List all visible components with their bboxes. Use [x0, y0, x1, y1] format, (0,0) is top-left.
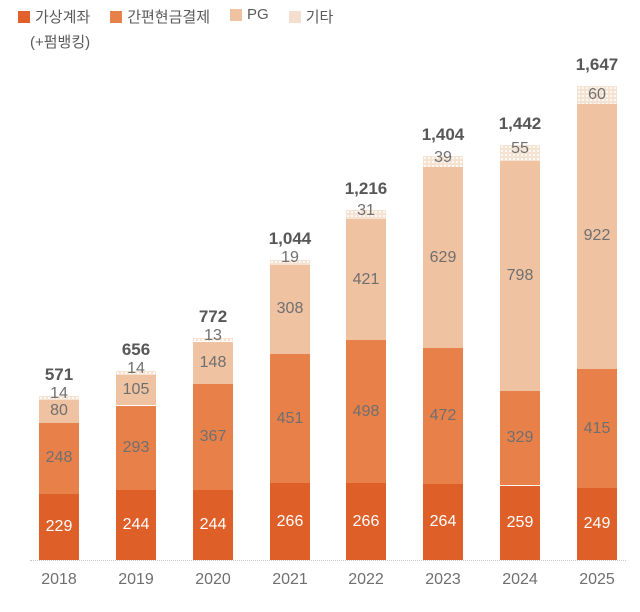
bar-segment-2024-series3 — [500, 145, 540, 162]
x-axis-label: 2025 — [579, 571, 615, 588]
segment-value-label: 922 — [583, 227, 611, 245]
bar-segment-2019-series1 — [116, 405, 156, 490]
bar-segment-2019-series2 — [116, 375, 156, 406]
bar-segment-2021-series2 — [270, 265, 310, 354]
segment-value-label: 244 — [122, 515, 150, 533]
segment-value-label: 13 — [204, 326, 222, 344]
bar-segment-2018-series2 — [39, 399, 79, 423]
bar-total-label: 1,216 — [344, 179, 388, 198]
segment-value-label: 259 — [506, 513, 534, 531]
bar-segment-2022-series1 — [346, 340, 386, 484]
legend-swatch-etc — [288, 10, 301, 23]
bar-total-label: 656 — [121, 340, 151, 360]
bar-segment-2020-series2 — [193, 341, 233, 385]
segment-value-label: 629 — [429, 248, 457, 266]
bar-segment-2021-series1 — [270, 353, 310, 484]
segment-value-label: 249 — [583, 515, 611, 533]
legend-sublabel-firm-banking: (+펌뱅킹) — [30, 34, 91, 51]
bar-segment-2024-series1 — [500, 390, 540, 486]
segment-value-label: 31 — [357, 201, 375, 219]
segment-value-label: 14 — [127, 360, 145, 378]
segment-value-label: 266 — [352, 512, 380, 530]
legend-label-easy-cash-payment: 간편현금결제 — [127, 9, 211, 26]
bar-segment-2018-series0 — [39, 494, 79, 560]
segment-value-label: 229 — [45, 518, 73, 535]
segment-value-label: 80 — [50, 402, 68, 420]
bar-segment-2020-series1 — [193, 384, 233, 490]
legend-swatch-virtual-account — [18, 10, 30, 23]
legend-swatch-easy-cash-payment — [110, 10, 123, 23]
bar-total-label: 772 — [198, 306, 228, 326]
segment-value-label: 367 — [199, 428, 227, 445]
legend-swatch-pg — [230, 8, 243, 21]
bar-segment-2024-series2 — [500, 161, 540, 391]
legend-label-etc: 기타 — [305, 9, 334, 26]
segment-value-label: 293 — [122, 438, 150, 456]
segment-value-label: 248 — [45, 449, 73, 467]
bar-segment-2023-series2 — [423, 167, 463, 349]
segment-value-label: 14 — [50, 384, 68, 402]
x-axis-label: 2020 — [195, 571, 231, 588]
legend-item-virtual-account: 가상계좌 — [18, 6, 90, 27]
legend-item-pg: PG — [230, 6, 269, 23]
bar-segment-2021-series3 — [270, 259, 310, 265]
bar-segment-2025-series2 — [577, 103, 617, 369]
segment-value-label: 55 — [511, 140, 529, 158]
bar-segment-2024-series0 — [500, 485, 540, 560]
bar-segment-2023-series3 — [423, 155, 463, 168]
segment-value-label: 421 — [352, 270, 380, 288]
segment-value-label: 60 — [588, 85, 606, 103]
bar-segment-2025-series1 — [577, 368, 617, 489]
bar-segment-2023-series0 — [423, 484, 463, 560]
bar-segment-2022-series0 — [346, 483, 386, 560]
segment-value-label: 451 — [276, 409, 304, 427]
bar-total-label: 571 — [44, 364, 74, 384]
x-axis-label: 2024 — [502, 571, 538, 588]
bar-total-label: 1,442 — [498, 114, 542, 134]
legend-label-virtual-account: 가상계좌 — [35, 9, 91, 26]
segment-value-label: 308 — [276, 300, 304, 318]
segment-value-label: 498 — [352, 402, 380, 420]
bar-total-label: 1,647 — [575, 55, 619, 75]
segment-value-label: 415 — [583, 419, 611, 437]
segment-value-label: 19 — [281, 249, 299, 267]
bar-total-label: 1,044 — [268, 228, 312, 248]
bar-segment-2020-series0 — [193, 489, 233, 560]
x-axis-baseline — [30, 560, 626, 561]
bar-segment-2020-series3 — [193, 337, 233, 342]
x-axis-label: 2022 — [348, 571, 384, 588]
bar-segment-2023-series1 — [423, 348, 463, 484]
bar-segment-2021-series0 — [270, 483, 310, 560]
segment-value-label: 266 — [276, 512, 304, 530]
x-axis-label: 2021 — [272, 571, 308, 588]
chart-legend: 가상계좌 간편현금결제 PG 기타 — [18, 6, 333, 27]
segment-value-label: 472 — [429, 407, 457, 425]
bar-segment-2019-series0 — [116, 489, 156, 560]
x-axis-label: 2018 — [41, 571, 77, 588]
bar-segment-2022-series2 — [346, 219, 386, 341]
segment-value-label: 329 — [506, 429, 534, 447]
bar-segment-2018-series1 — [39, 422, 79, 495]
legend-item-easy-cash-payment: 간편현금결제 — [110, 6, 210, 27]
segment-value-label: 105 — [122, 381, 150, 399]
bar-segment-2025-series3 — [577, 86, 617, 104]
bar-segment-2019-series3 — [116, 371, 156, 376]
legend-item-etc: 기타 — [288, 6, 334, 27]
segment-value-label: 264 — [429, 513, 457, 530]
bar-segment-2018-series3 — [39, 395, 79, 400]
segment-value-label: 244 — [199, 515, 227, 533]
bar-segment-2022-series3 — [346, 210, 386, 219]
bar-total-label: 1,404 — [421, 124, 465, 144]
segment-value-label: 39 — [434, 148, 452, 166]
segment-value-label: 148 — [199, 353, 227, 371]
x-axis-label: 2023 — [425, 571, 461, 588]
bar-segment-2025-series0 — [577, 488, 617, 560]
legend-label-pg: PG — [247, 6, 269, 23]
segment-value-label: 798 — [506, 266, 534, 284]
x-axis-label: 2019 — [118, 571, 154, 588]
